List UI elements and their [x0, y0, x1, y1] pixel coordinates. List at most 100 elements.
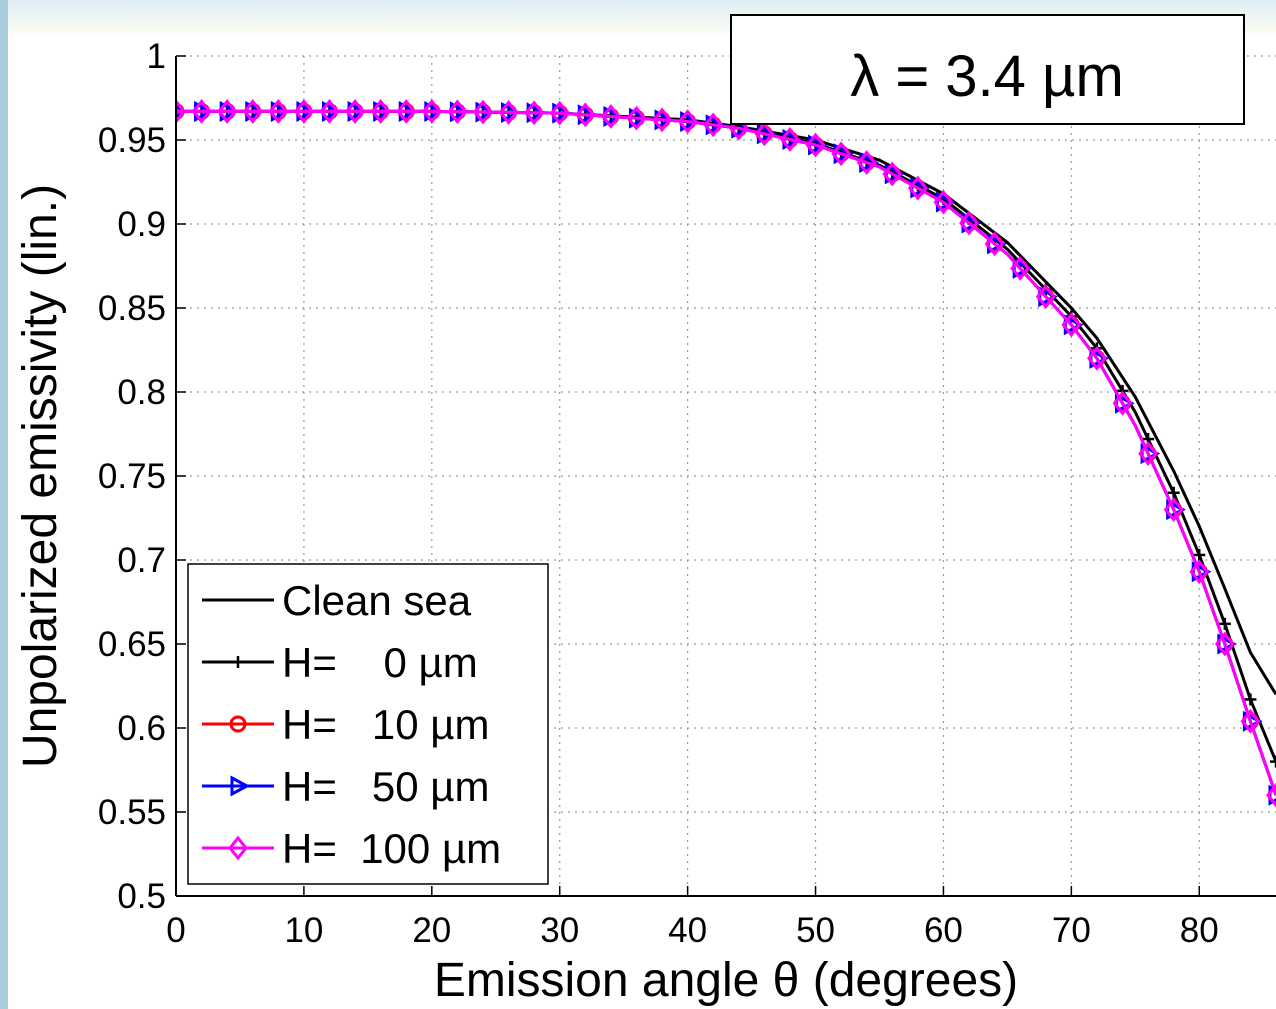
series-marker — [1167, 486, 1180, 499]
series-marker — [524, 100, 545, 126]
y-tick-label: 0.75 — [98, 457, 166, 496]
series-marker — [176, 104, 189, 118]
series-marker — [961, 212, 982, 234]
series-marker — [1270, 755, 1276, 768]
annotation-text: λ = 3.4 µm — [850, 44, 1124, 109]
y-tick-label: 0.9 — [117, 205, 166, 244]
series-marker — [421, 99, 442, 124]
annotation-box: λ = 3.4 µm — [730, 14, 1245, 125]
legend-label: H= 0 µm — [282, 639, 478, 686]
series-h-100-m — [176, 99, 1276, 808]
series-marker — [345, 99, 365, 124]
series-marker — [370, 99, 391, 124]
series-marker — [652, 107, 672, 133]
series-marker — [293, 99, 314, 124]
x-tick-label: 50 — [796, 911, 835, 950]
series-marker — [191, 99, 212, 124]
series-marker — [884, 163, 905, 185]
series-marker — [1266, 782, 1276, 808]
series-marker — [1087, 345, 1107, 371]
series-marker — [549, 100, 570, 126]
x-tick-label: 30 — [540, 911, 579, 950]
series-marker — [907, 175, 928, 201]
legend-item: H= 0 µm — [202, 639, 478, 686]
legend-item: H= 10 µm — [202, 701, 489, 748]
y-tick-label: 0.95 — [98, 121, 166, 160]
x-axis-title: Emission angle θ (degrees) — [434, 954, 1018, 1007]
x-tick-label: 70 — [1052, 911, 1091, 950]
series-marker — [1244, 693, 1257, 706]
series-marker — [833, 143, 854, 165]
series-marker — [1035, 284, 1056, 309]
series-marker — [626, 105, 647, 131]
y-tick-label: 0.55 — [98, 793, 166, 832]
series-marker — [575, 102, 596, 128]
legend-marker — [232, 656, 244, 668]
series-marker — [933, 189, 954, 215]
series-marker — [856, 150, 877, 175]
series-marker — [987, 233, 1007, 255]
y-tick-label: 0.8 — [117, 373, 166, 412]
series-marker — [859, 152, 879, 174]
series-marker — [677, 109, 698, 134]
x-tick-label: 20 — [412, 911, 451, 950]
axes — [175, 55, 1276, 897]
legend-label: H= 10 µm — [282, 701, 489, 748]
x-tick-label: 40 — [668, 911, 707, 950]
series-marker — [910, 177, 931, 199]
series-layer — [176, 99, 1276, 808]
series-marker — [1193, 548, 1206, 561]
legend-item: Clean sea — [202, 577, 472, 624]
y-tick-label: 0.85 — [98, 289, 166, 328]
series-marker — [1010, 255, 1031, 281]
series-marker — [396, 99, 417, 124]
legend-marker — [229, 715, 247, 733]
y-tick-label: 1 — [147, 37, 166, 76]
legend-label: H= 100 µm — [282, 825, 501, 872]
series-marker — [959, 210, 979, 236]
series-marker — [984, 231, 1005, 257]
legend-item: H= 50 µm — [202, 763, 489, 810]
legend-label: Clean sea — [282, 577, 472, 624]
series-marker — [1214, 631, 1235, 657]
series-marker — [754, 121, 775, 147]
y-axis-title: Unpolarized emissivity (lin.) — [14, 184, 67, 768]
series-marker — [242, 99, 263, 124]
x-tick-label: 60 — [924, 911, 963, 950]
series-marker — [447, 99, 468, 125]
series-marker — [1218, 617, 1231, 630]
series-marker — [1038, 286, 1058, 308]
series-marker — [176, 99, 186, 124]
y-tick-label: 0.65 — [98, 625, 166, 664]
left-accent-stripe — [0, 0, 8, 1009]
series-marker — [498, 100, 519, 125]
legend: Clean sea H= 0 µm H= 10 µm H= 50 µm H= 100 µ… — [187, 563, 549, 885]
series-marker — [319, 99, 340, 124]
x-tick-label: 80 — [1180, 911, 1219, 950]
series-marker — [1240, 708, 1261, 734]
series-marker — [805, 132, 826, 158]
x-tick-label: 0 — [166, 911, 185, 950]
series-marker — [703, 112, 724, 138]
series-marker — [831, 141, 852, 167]
y-tick-label: 0.6 — [117, 709, 166, 748]
series-marker — [1012, 257, 1033, 279]
series-marker — [935, 191, 956, 213]
legend-marker — [228, 835, 248, 861]
series-marker — [217, 99, 238, 124]
series-marker — [268, 99, 289, 124]
series-marker — [473, 99, 493, 125]
legend-label: H= 50 µm — [282, 763, 489, 810]
series-marker — [780, 127, 800, 152]
series-marker — [1112, 390, 1133, 416]
y-tick-label: 0.5 — [117, 877, 166, 916]
series-marker — [1189, 559, 1210, 585]
y-tick-label: 0.7 — [117, 541, 166, 580]
legend-marker — [230, 775, 251, 797]
series-marker — [1163, 497, 1184, 523]
series-marker — [1138, 441, 1159, 467]
series-marker — [1061, 312, 1082, 338]
series-marker — [882, 161, 903, 187]
